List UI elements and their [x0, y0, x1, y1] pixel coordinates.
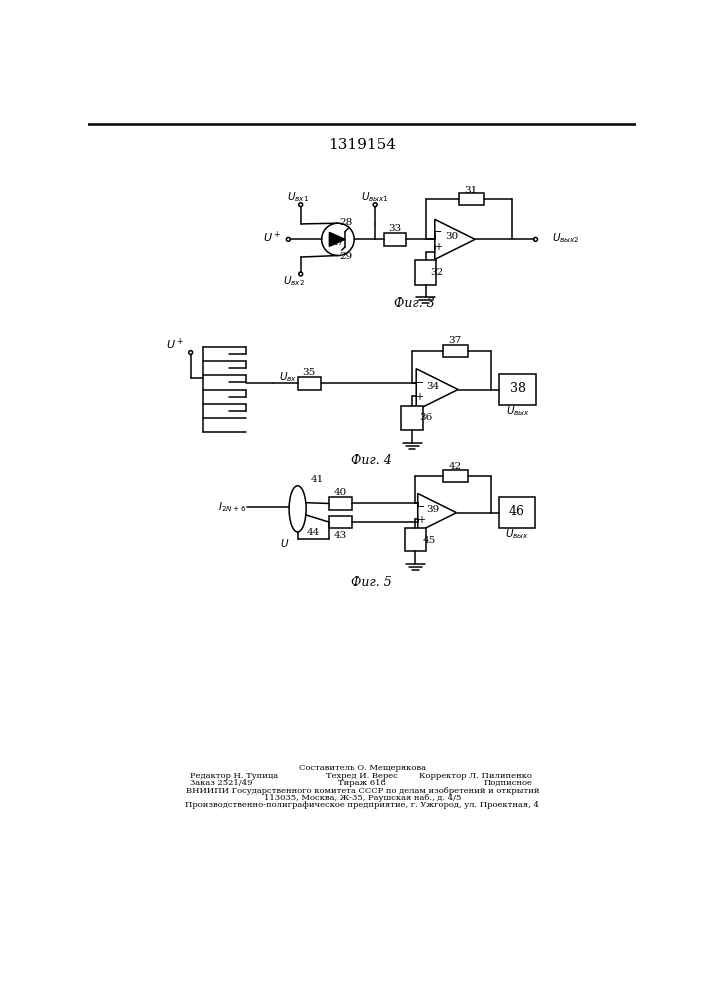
- Bar: [404, 528, 426, 551]
- Text: 33: 33: [389, 224, 402, 233]
- Text: $U_{вых}$: $U_{вых}$: [506, 404, 530, 418]
- Text: $U_{вых1}$: $U_{вых1}$: [361, 190, 389, 204]
- Bar: [414, 260, 436, 285]
- Text: $U_{вх1}$: $U_{вх1}$: [286, 190, 309, 204]
- Text: +: +: [417, 515, 425, 525]
- Bar: [385, 233, 406, 246]
- Text: 31: 31: [464, 186, 478, 195]
- Text: $I_{2N+6}$: $I_{2N+6}$: [218, 500, 246, 514]
- Bar: [402, 406, 423, 430]
- Text: +: +: [415, 392, 423, 402]
- Circle shape: [299, 272, 303, 276]
- Bar: [499, 497, 534, 528]
- Text: Подписное: Подписное: [484, 779, 532, 787]
- Text: Техред И. Верес: Техред И. Верес: [327, 772, 398, 780]
- Circle shape: [373, 203, 377, 207]
- Text: $U_{вх}$: $U_{вх}$: [279, 370, 298, 384]
- Text: Фиг. 4: Фиг. 4: [351, 454, 392, 467]
- Bar: [459, 193, 484, 205]
- Circle shape: [286, 237, 291, 241]
- Text: Составитель О. Мещерякова: Составитель О. Мещерякова: [299, 764, 426, 772]
- Text: 45: 45: [423, 536, 436, 545]
- Text: +: +: [434, 242, 442, 252]
- Text: 46: 46: [509, 505, 525, 518]
- Text: 30: 30: [445, 232, 458, 241]
- Text: 40: 40: [334, 488, 347, 497]
- Text: Производственно-полиграфическое предприятие, г. Ужгород, ул. Проектная, 4: Производственно-полиграфическое предприя…: [185, 801, 539, 809]
- Text: ВНИИПИ Государственного комитета СССР по делам изобретений и открытий: ВНИИПИ Государственного комитета СССР по…: [186, 787, 539, 795]
- Text: 38: 38: [510, 382, 526, 395]
- Text: Редактор Н. Тупица: Редактор Н. Тупица: [189, 772, 278, 780]
- Text: 42: 42: [449, 462, 462, 471]
- Polygon shape: [435, 219, 475, 259]
- Polygon shape: [418, 493, 457, 532]
- Text: −: −: [414, 378, 424, 388]
- Circle shape: [534, 237, 537, 241]
- Bar: [443, 345, 468, 357]
- Text: 35: 35: [303, 368, 316, 377]
- Text: 44: 44: [307, 528, 320, 537]
- Text: 28: 28: [339, 218, 352, 227]
- Text: $U_{вых2}$: $U_{вых2}$: [552, 232, 580, 245]
- Text: 113035, Москва, Ж-35, Раушская наб., д. 4/5: 113035, Москва, Ж-35, Раушская наб., д. …: [264, 794, 461, 802]
- Text: 37: 37: [448, 336, 462, 345]
- Circle shape: [299, 203, 303, 207]
- Text: 29: 29: [339, 252, 352, 261]
- Bar: [499, 374, 537, 405]
- Text: $U^+$: $U^+$: [262, 230, 281, 245]
- Text: $U^+$: $U^+$: [166, 337, 185, 352]
- Text: −: −: [433, 227, 443, 237]
- Text: Фиг. 5: Фиг. 5: [351, 576, 392, 588]
- Text: 43: 43: [334, 531, 347, 540]
- Bar: [298, 377, 321, 389]
- Bar: [443, 470, 468, 482]
- Circle shape: [322, 223, 354, 256]
- Ellipse shape: [289, 486, 306, 532]
- Text: $U$: $U$: [280, 537, 289, 549]
- Text: Заказ 2521/49: Заказ 2521/49: [189, 779, 252, 787]
- Text: 27: 27: [331, 238, 344, 247]
- Polygon shape: [329, 232, 345, 246]
- Text: Фиг. 3: Фиг. 3: [394, 297, 434, 310]
- Text: 41: 41: [310, 475, 324, 484]
- Text: Тираж 618: Тираж 618: [339, 779, 386, 787]
- Bar: [329, 516, 352, 528]
- Text: $U_{вых}$: $U_{вых}$: [505, 527, 529, 541]
- Text: 34: 34: [426, 382, 440, 391]
- Bar: [329, 497, 352, 510]
- Text: 1319154: 1319154: [328, 138, 396, 152]
- Polygon shape: [416, 369, 458, 410]
- Text: 39: 39: [426, 505, 440, 514]
- Text: $U_{вх2}$: $U_{вх2}$: [283, 274, 305, 288]
- Text: 36: 36: [419, 413, 432, 422]
- Circle shape: [189, 351, 192, 354]
- Text: 32: 32: [431, 268, 444, 277]
- Text: −: −: [416, 502, 426, 512]
- Text: Корректор Л. Пилипенко: Корректор Л. Пилипенко: [419, 772, 532, 780]
